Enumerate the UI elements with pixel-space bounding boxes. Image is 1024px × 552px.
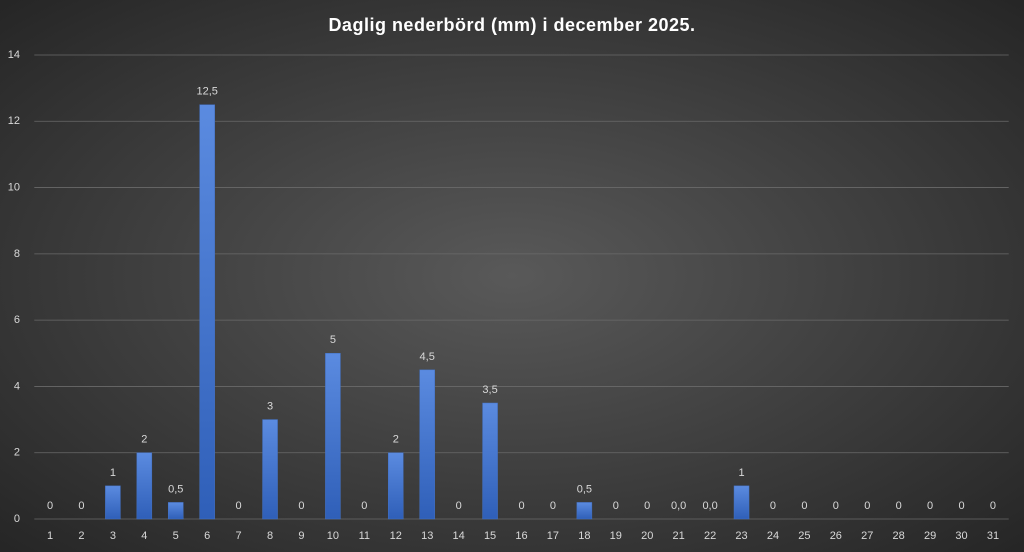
x-tick-label: 12 [390, 530, 402, 542]
x-tick-label: 3 [110, 530, 116, 542]
value-label: 0 [78, 500, 84, 512]
bar [105, 485, 121, 520]
value-label: 0 [958, 500, 964, 512]
x-tick-label: 31 [987, 530, 999, 542]
x-tick-label: 7 [236, 530, 242, 542]
bar [419, 369, 435, 520]
x-tick-label: 17 [547, 530, 559, 542]
x-tick-label: 28 [893, 530, 905, 542]
value-label: 0 [864, 500, 870, 512]
value-label: 3 [267, 400, 273, 412]
x-tick-label: 8 [267, 530, 273, 542]
x-tick-label: 19 [610, 530, 622, 542]
bar [388, 452, 404, 520]
y-tick-label: 2 [14, 447, 20, 459]
x-tick-label: 16 [515, 530, 527, 542]
value-label: 0 [236, 500, 242, 512]
value-label: 12,5 [196, 86, 217, 98]
value-label: 0,0 [671, 500, 686, 512]
x-tick-label: 30 [955, 530, 967, 542]
x-tick-label: 24 [767, 530, 779, 542]
x-tick-label: 18 [578, 530, 590, 542]
value-label: 0 [990, 500, 996, 512]
value-label: 0 [801, 500, 807, 512]
x-tick-label: 14 [453, 530, 465, 542]
bar [199, 104, 215, 520]
bar [482, 402, 498, 520]
x-tick-label: 29 [924, 530, 936, 542]
value-label: 0 [833, 500, 839, 512]
x-tick-label: 22 [704, 530, 716, 542]
y-tick-label: 10 [8, 181, 20, 193]
value-label: 0 [613, 500, 619, 512]
x-tick-label: 13 [421, 530, 433, 542]
x-tick-label: 2 [78, 530, 84, 542]
y-tick-label: 8 [14, 248, 20, 260]
y-tick-label: 0 [14, 513, 20, 525]
value-label: 0 [298, 500, 304, 512]
value-label: 0,0 [702, 500, 717, 512]
value-label: 0 [518, 500, 524, 512]
value-label: 0 [927, 500, 933, 512]
x-tick-label: 9 [298, 530, 304, 542]
bar [167, 502, 184, 520]
value-label: 0 [550, 500, 556, 512]
x-tick-label: 10 [327, 530, 339, 542]
value-label: 1 [110, 467, 116, 479]
x-tick-label: 25 [798, 530, 810, 542]
y-tick-label: 12 [8, 115, 20, 127]
value-label: 2 [141, 434, 147, 446]
x-tick-label: 27 [861, 530, 873, 542]
y-tick-label: 4 [14, 380, 20, 392]
value-label: 0,5 [168, 483, 183, 495]
bar [262, 419, 278, 520]
bar [136, 452, 153, 520]
x-tick-label: 23 [735, 530, 747, 542]
value-label: 0 [770, 500, 776, 512]
x-tick-label: 15 [484, 530, 496, 542]
x-tick-label: 5 [173, 530, 179, 542]
y-tick-label: 6 [14, 314, 20, 326]
x-tick-label: 6 [204, 530, 210, 542]
bar [576, 502, 593, 520]
value-label: 0 [456, 500, 462, 512]
bar [733, 485, 750, 520]
bar [325, 353, 341, 520]
value-label: 0 [896, 500, 902, 512]
x-tick-label: 11 [359, 530, 370, 542]
chart-title: Daglig nederbörd (mm) i december 2025. [328, 15, 695, 35]
y-tick-label: 14 [8, 49, 20, 61]
value-label: 1 [738, 467, 744, 479]
value-label: 5 [330, 334, 336, 346]
x-tick-label: 4 [141, 530, 147, 542]
value-label: 0 [644, 500, 650, 512]
x-tick-label: 21 [673, 530, 685, 542]
x-tick-label: 1 [47, 530, 53, 542]
x-tick-label: 20 [641, 530, 653, 542]
value-label: 0 [361, 500, 367, 512]
value-label: 4,5 [420, 351, 435, 363]
value-label: 3,5 [482, 384, 497, 396]
value-label: 0,5 [577, 483, 592, 495]
value-label: 0 [47, 500, 53, 512]
value-label: 2 [393, 434, 399, 446]
x-tick-label: 26 [830, 530, 842, 542]
